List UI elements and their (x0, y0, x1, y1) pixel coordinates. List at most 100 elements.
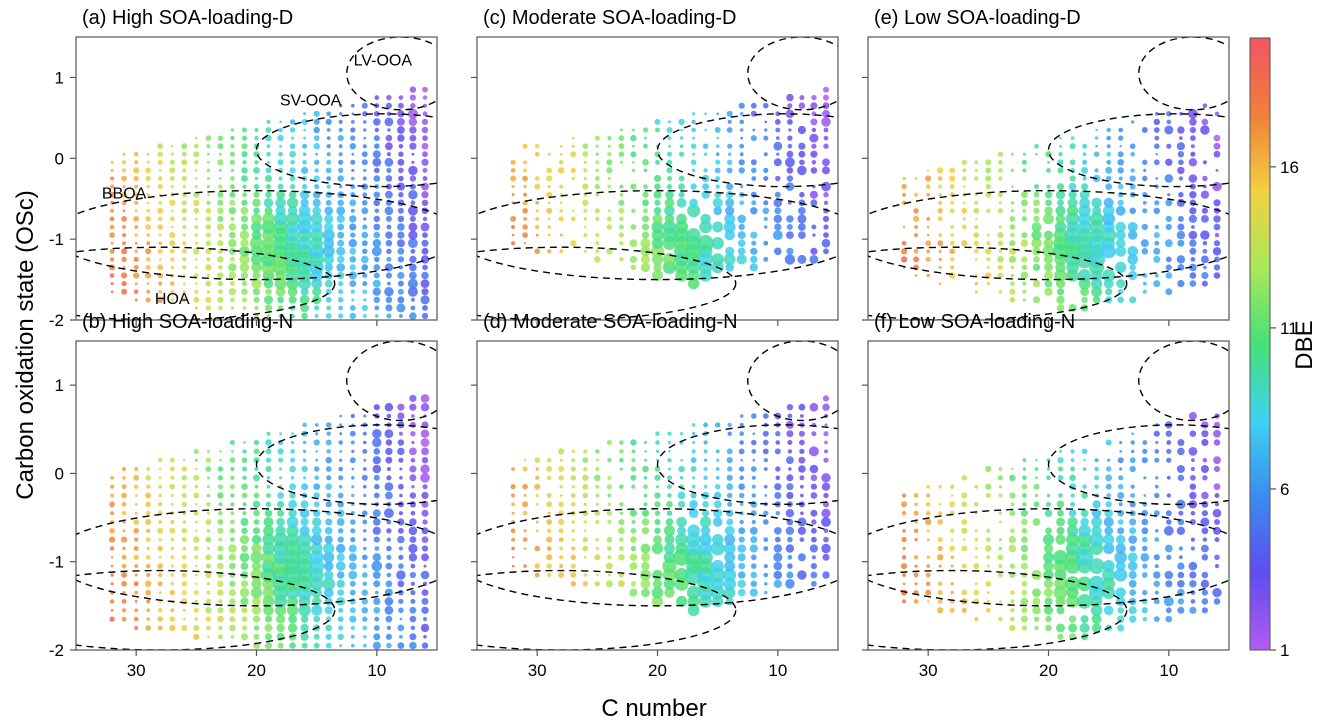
data-point (926, 216, 931, 221)
data-point (362, 467, 367, 471)
data-point (121, 510, 127, 516)
data-point (751, 167, 757, 174)
data-point (652, 270, 663, 281)
y-tick-label: 1 (55, 376, 64, 395)
data-point (1045, 199, 1052, 207)
data-point (1043, 543, 1054, 554)
data-point (963, 538, 966, 541)
data-point (1166, 493, 1172, 498)
data-point (1128, 570, 1137, 580)
data-point (606, 248, 613, 255)
data-point (703, 449, 708, 454)
data-point (822, 403, 830, 411)
data-point (985, 607, 991, 613)
data-point (702, 143, 709, 149)
data-point (607, 475, 612, 480)
data-point (1045, 527, 1052, 535)
data-point (386, 625, 391, 631)
data-point (385, 134, 393, 142)
data-point (1022, 289, 1027, 294)
data-point (362, 431, 367, 436)
data-point (145, 501, 151, 507)
data-point (422, 232, 428, 239)
data-point (157, 176, 163, 181)
data-point (351, 152, 355, 156)
data-point (385, 272, 392, 279)
data-point (362, 248, 368, 254)
data-point (422, 95, 428, 100)
data-point (133, 519, 140, 525)
data-point (739, 440, 744, 445)
data-point (206, 493, 211, 498)
data-point (699, 533, 712, 546)
data-point (1070, 501, 1076, 507)
data-point (337, 492, 344, 499)
data-point (1213, 199, 1221, 207)
data-point (422, 305, 428, 311)
data-point (594, 554, 601, 561)
data-point (949, 167, 956, 174)
data-point (350, 625, 355, 631)
data-point (1094, 484, 1099, 489)
data-point (1214, 256, 1220, 263)
data-point (773, 570, 783, 580)
data-point (997, 151, 1004, 157)
data-point (631, 458, 636, 463)
data-point (764, 590, 768, 595)
data-point (337, 239, 345, 247)
data-point (739, 152, 744, 157)
data-point (1034, 493, 1039, 498)
data-point (397, 624, 405, 632)
data-point (1008, 536, 1017, 544)
data-point (511, 493, 516, 498)
data-point (277, 492, 284, 499)
data-point (421, 191, 429, 199)
data-point (228, 288, 236, 296)
data-point (206, 177, 210, 180)
data-point (182, 216, 187, 221)
data-point (253, 207, 260, 215)
data-point (700, 516, 712, 528)
data-point (1177, 239, 1185, 247)
data-point (372, 464, 382, 474)
data-point (240, 215, 249, 223)
data-point (1033, 215, 1040, 223)
data-point (642, 215, 649, 223)
data-point (797, 165, 807, 176)
data-point (145, 537, 151, 543)
data-point (1082, 152, 1087, 157)
data-point (311, 534, 323, 546)
data-point (398, 151, 404, 157)
data-point (582, 151, 589, 158)
data-point (385, 190, 393, 199)
data-point (1088, 558, 1105, 574)
data-point (764, 225, 768, 229)
data-point (751, 493, 756, 498)
data-point (1032, 296, 1041, 304)
data-point (314, 475, 320, 481)
data-point (630, 474, 637, 481)
data-point (374, 111, 380, 117)
data-point (937, 607, 944, 614)
data-point (158, 591, 162, 594)
data-point (349, 562, 357, 570)
data-point (901, 183, 907, 190)
data-point (607, 555, 612, 560)
data-point (937, 554, 944, 561)
data-point (997, 192, 1004, 198)
data-point (170, 475, 175, 480)
data-point (715, 159, 721, 165)
data-point (763, 564, 768, 569)
data-point (584, 529, 587, 533)
data-point (219, 450, 222, 453)
data-point (194, 185, 198, 189)
data-point (1009, 474, 1016, 481)
panel-title: (f) Low SOA-loading-N (874, 311, 1075, 333)
data-point (652, 213, 663, 224)
data-point (1054, 577, 1067, 591)
data-point (714, 127, 721, 133)
data-point (1116, 238, 1126, 248)
data-point (1201, 544, 1209, 553)
data-point (1106, 135, 1111, 141)
data-point (1165, 264, 1172, 271)
